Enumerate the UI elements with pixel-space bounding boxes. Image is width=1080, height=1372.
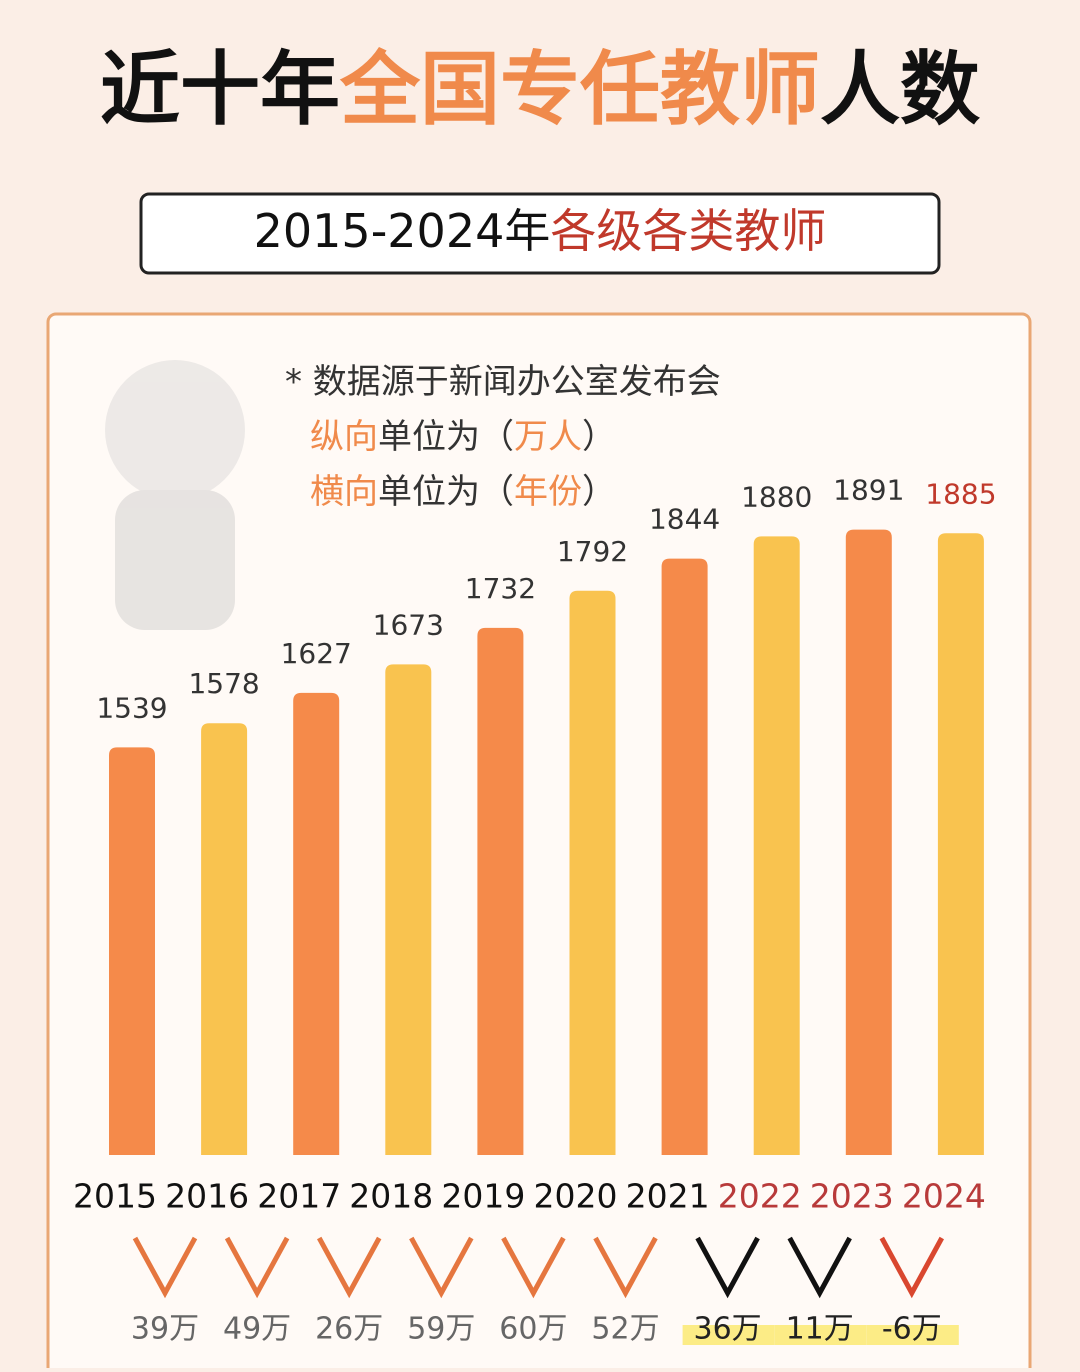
note-part: ） (582, 417, 616, 457)
check-mark (409, 1236, 474, 1299)
check-mark (132, 1236, 198, 1299)
note-part: * 数据源于新闻办公室发布会 (285, 362, 721, 402)
x-tick-label: 2017 (257, 1177, 341, 1216)
bar (845, 529, 892, 1155)
x-tick-label: 2024 (902, 1177, 986, 1216)
highlight (774, 1325, 867, 1345)
note: 纵向单位为（万人） (310, 417, 616, 457)
value-label: 1673 (373, 608, 444, 641)
bar (753, 536, 800, 1155)
title-part: 近十年 (100, 43, 340, 136)
bar (385, 664, 432, 1155)
value-label: 1732 (465, 572, 536, 605)
x-tick-label: 2023 (810, 1177, 894, 1216)
change-label: 11万 (786, 1312, 854, 1347)
check-mark (501, 1236, 566, 1299)
value-label: 1885 (925, 477, 996, 510)
change-label: 49万 (223, 1312, 291, 1347)
note-part: 单位为（ (378, 417, 514, 457)
highlight (682, 1325, 775, 1345)
subtitle-box (139, 192, 941, 275)
subtitle-part: 各级各类教师 (550, 204, 826, 258)
value-label: 1578 (188, 667, 259, 700)
x-tick-label: 2019 (441, 1177, 525, 1216)
title-part: 人数 (820, 43, 980, 136)
bar (293, 692, 340, 1155)
check-mark (695, 1236, 760, 1299)
value-label: 1891 (833, 474, 904, 507)
change-label: 26万 (315, 1312, 383, 1347)
bar (477, 627, 524, 1155)
note: 横向单位为（年份） (310, 472, 616, 512)
highlight (866, 1325, 959, 1345)
check-mark (224, 1236, 290, 1299)
check-mark (879, 1236, 944, 1299)
bar (661, 558, 708, 1155)
bar (201, 723, 248, 1155)
value-label: 1792 (557, 535, 628, 568)
change-label: 59万 (407, 1312, 475, 1347)
check-mark (317, 1236, 382, 1299)
value-label: 1880 (741, 480, 812, 513)
note-part: 万人 (514, 417, 582, 457)
value-label: 1627 (281, 637, 352, 670)
note-part: 年份 (514, 472, 582, 512)
x-tick-label: 2022 (718, 1177, 802, 1216)
x-tick-label: 2015 (73, 1177, 157, 1216)
bar (937, 533, 984, 1155)
note-part: 纵向 (310, 417, 378, 457)
note-part: 横向 (310, 472, 378, 512)
change-label: 52万 (591, 1312, 659, 1347)
subtitle: 2015-2024年各级各类教师 (254, 204, 827, 258)
change-label: -6万 (882, 1312, 942, 1347)
bar (569, 590, 616, 1155)
change-label: 39万 (131, 1312, 199, 1347)
x-tick-label: 2021 (626, 1177, 710, 1216)
value-label: 1844 (649, 503, 720, 536)
x-tick-label: 2020 (534, 1177, 618, 1216)
change-label: 36万 (694, 1312, 762, 1347)
title-part: 全国专任教师 (339, 43, 820, 136)
value-label: 1539 (96, 691, 167, 724)
mascot (105, 360, 245, 630)
change-label: 60万 (499, 1312, 567, 1347)
note-part: 单位为（ (378, 472, 514, 512)
x-tick-label: 2018 (349, 1177, 433, 1216)
x-tick-label: 2016 (165, 1177, 249, 1216)
note-part: ） (582, 472, 616, 512)
check-mark (787, 1236, 852, 1299)
title: 近十年全国专任教师人数 (100, 43, 980, 136)
check-mark (593, 1236, 658, 1299)
bar (109, 747, 155, 1155)
subtitle-part: 2015-2024年 (254, 204, 551, 258)
note: * 数据源于新闻办公室发布会 (285, 362, 721, 402)
